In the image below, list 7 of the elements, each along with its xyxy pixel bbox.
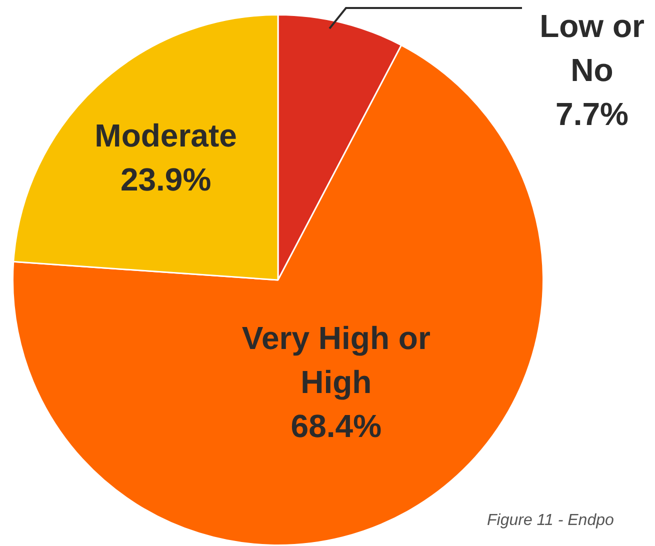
caption: Figure 11 - Endpo: [487, 512, 614, 530]
data-label: 23.9%: [120, 162, 212, 198]
data-label: 68.4%: [290, 408, 382, 444]
slice-label: Very High or High: [242, 320, 430, 400]
data-label: 7.7%: [556, 96, 628, 132]
slice-label: Moderate: [94, 118, 237, 154]
slice-label: Low or No: [540, 8, 644, 88]
